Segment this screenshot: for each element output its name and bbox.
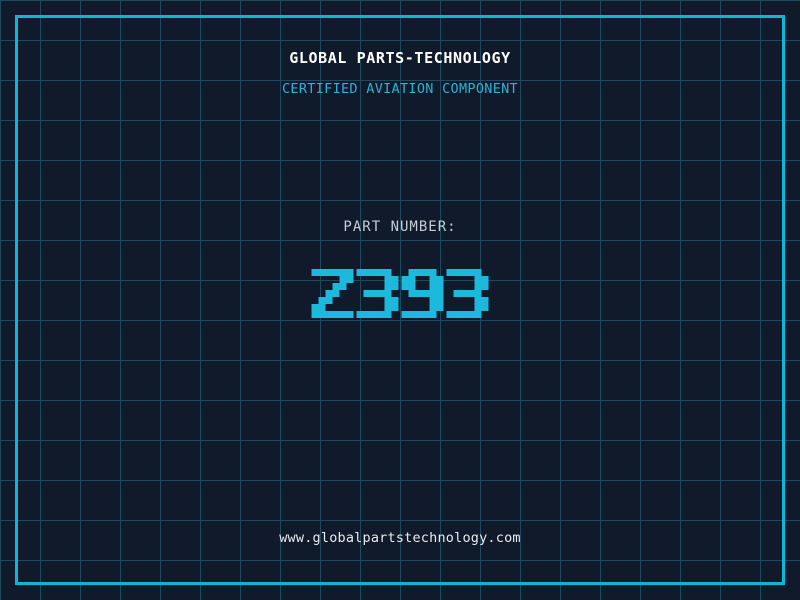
company-title: GLOBAL PARTS-TECHNOLOGY: [289, 49, 511, 67]
part-number-label: PART NUMBER:: [343, 219, 457, 235]
website-url: www.globalpartstechnology.com: [279, 530, 521, 546]
certification-subtitle: CERTIFIED AVIATION COMPONENT: [282, 81, 518, 97]
part-number-value: [311, 269, 489, 318]
